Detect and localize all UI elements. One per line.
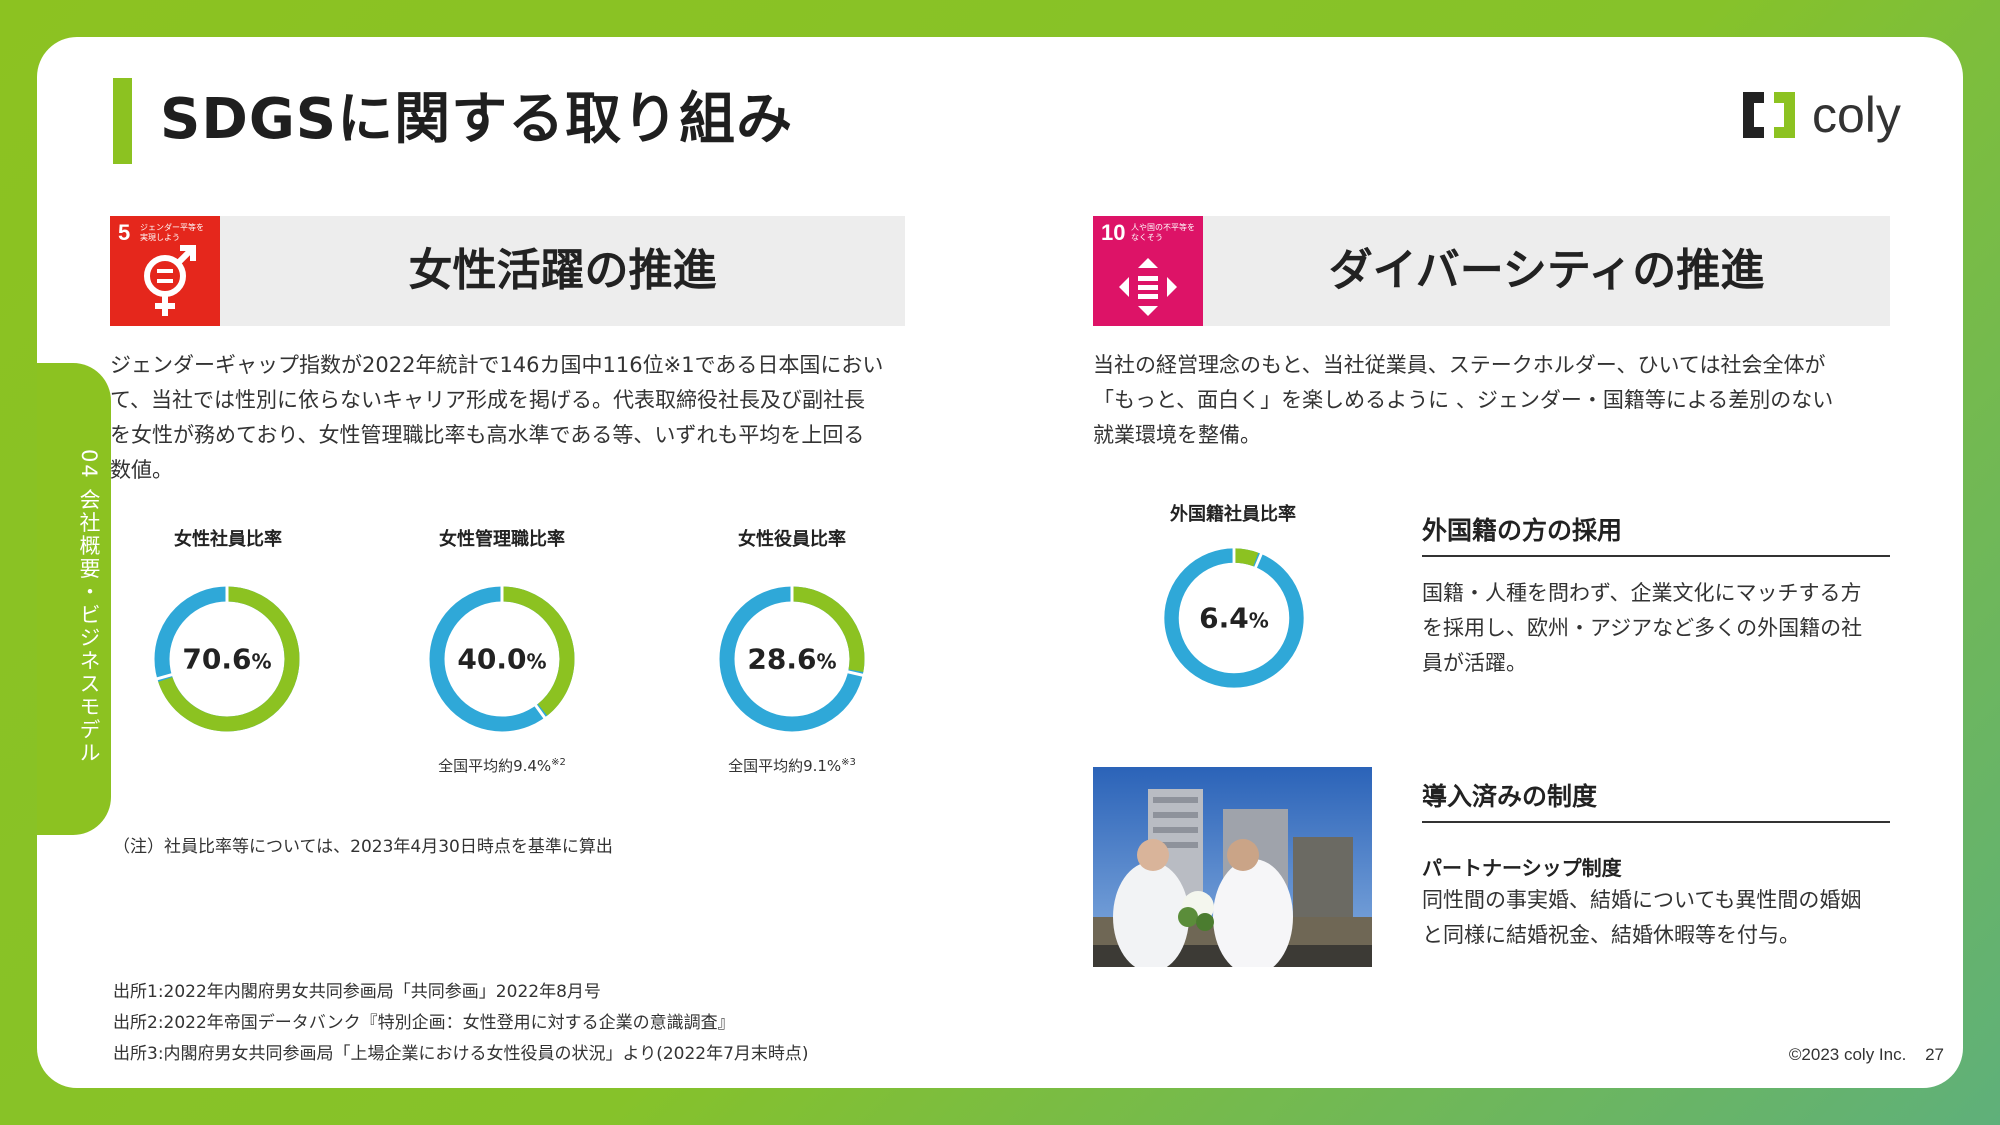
title-accent-bar (113, 78, 132, 164)
wedding-photo-image (1093, 767, 1372, 967)
donut-separator (149, 671, 180, 683)
donut-ring (149, 579, 300, 732)
gender-equality-icon (144, 245, 196, 316)
diversity-desc-line: 当社の経営理念のもと、当社従業員、ステークホルダー、ひいては社会全体が (1093, 353, 1826, 377)
avg-text: 全国平均約9.4% (438, 757, 552, 775)
sdg-caption: ジェンダー平等を実現しよう (140, 223, 204, 242)
section-header-diversity: 10 人や国の不平等をなくそう ダイバーシティの推進 (1093, 216, 1890, 326)
section-header-women: 5 ジェンダー平等を実現しよう 女性活躍の推進 (110, 216, 905, 326)
donut-value: 40.0% (425, 643, 579, 676)
donut-separator (1251, 546, 1266, 575)
foreign-hiring-description: 国籍・人種を問わず、企業文化にマッチする方 を採用し、欧州・アジアなど多くの外国… (1422, 576, 1902, 681)
source-item: 出所1:2022年内閣府男女共同参画局「共同参画」2022年8月号 (113, 982, 601, 1002)
donut-separator (840, 668, 871, 679)
women-desc-line: 数値。 (110, 458, 173, 482)
donut-value: 28.6% (715, 643, 869, 676)
avg-sup: ※3 (841, 757, 856, 768)
donut-value: 6.4% (1160, 602, 1308, 635)
women-desc-line: ジェンダーギャップ指数が2022年統計で146カ国中116位※1である日本国にお… (110, 353, 884, 377)
donut-separator (530, 698, 551, 725)
value-number: 70.6 (182, 642, 252, 676)
diversity-desc-line: 「もっと、面白く」を楽しめるように 、ジェンダー・国籍等による差別のない (1093, 388, 1834, 412)
value-number: 28.6 (747, 642, 817, 676)
donut-female-employees: 70.6% (149, 579, 304, 736)
stat-label-female-executives: 女性役員比率 (738, 529, 846, 550)
donut-ring (1164, 541, 1304, 688)
source-item: 出所2:2022年帝国データバンク『特別企画：女性登用に対する企業の意識調査』 (113, 1013, 735, 1033)
footer: ©2023 coly Inc. 27 (1789, 1045, 1944, 1065)
donut-ring (719, 579, 871, 732)
value-number: 6.4 (1199, 601, 1249, 635)
donut-ring (429, 579, 575, 732)
sdg-5-icon: 5 ジェンダー平等を実現しよう (110, 216, 220, 326)
avg-sup: ※2 (551, 757, 566, 768)
national-average-managers: 全国平均約9.4%※2 (412, 755, 592, 776)
coly-logo: coly (1740, 86, 1901, 144)
value-number: 40.0 (457, 642, 527, 676)
coly-logo-icon (1743, 92, 1795, 138)
slide-card: 04 会社概要・ビジネスモデル (37, 37, 1963, 1088)
value-unit: % (816, 649, 837, 674)
wedding-photo (1093, 767, 1372, 967)
stat-label-female-employees: 女性社員比率 (174, 529, 282, 550)
section-title-women: 女性活躍の推進 (408, 245, 717, 296)
sources-list: 出所1:2022年内閣府男女共同参画局「共同参画」2022年8月号 出所2:20… (113, 977, 809, 1070)
partnership-system-title: パートナーシップ制度 (1422, 856, 1622, 880)
sdg-number: 10 (1101, 220, 1126, 245)
sdg-10-icon: 10 人や国の不平等をなくそう (1093, 216, 1203, 326)
foreign-hiring-heading: 外国籍の方の採用 (1422, 511, 1890, 557)
source-item: 出所3:内閣府男女共同参画局「上場企業における女性役員の状況」より(2022年7… (113, 1044, 809, 1064)
hiring-desc-line: を採用し、欧州・アジアなど多くの外国籍の社 (1422, 616, 1863, 640)
donut-value: 70.6% (150, 643, 304, 676)
partnership-desc-line: 同性間の事実婚、結婚についても異性間の婚姻 (1422, 888, 1862, 912)
diversity-description: 当社の経営理念のもと、当社従業員、ステークホルダー、ひいては社会全体が 「もっと… (1093, 348, 1913, 453)
logo-text: coly (1812, 87, 1901, 143)
women-desc-line: を女性が務めており、女性管理職比率も高水準である等、いずれも平均を上回る (110, 423, 865, 447)
ratio-footnote: （注）社員比率等については、2023年4月30日時点を基準に算出 (113, 837, 613, 857)
stat-label-foreign-employees: 外国籍社員比率 (1170, 504, 1296, 525)
value-unit: % (1248, 608, 1269, 633)
partnership-desc-line: と同様に結婚祝金、結婚休暇等を付与。 (1422, 923, 1800, 947)
donut-female-managers: 40.0% (425, 579, 579, 736)
reduced-inequalities-icon (1119, 258, 1177, 316)
hiring-desc-line: 国籍・人種を問わず、企業文化にマッチする方 (1422, 581, 1862, 605)
value-unit: % (251, 649, 272, 674)
stat-label-female-managers: 女性管理職比率 (439, 529, 565, 550)
women-description: ジェンダーギャップ指数が2022年統計で146カ国中116位※1である日本国にお… (110, 348, 930, 488)
sdg-number: 5 (118, 220, 131, 245)
partnership-description: 同性間の事実婚、結婚についても異性間の婚姻 と同様に結婚祝金、結婚休暇等を付与。 (1422, 883, 1902, 953)
diversity-desc-line: 就業環境を整備。 (1093, 423, 1261, 447)
systems-heading: 導入済みの制度 (1422, 777, 1890, 823)
page-number: 27 (1925, 1045, 1944, 1064)
page-title: SDGSに関する取り組み (160, 87, 794, 152)
avg-text: 全国平均約9.1% (728, 757, 842, 775)
women-desc-line: て、当社では性別に依らないキャリア形成を掲げる。代表取締役社長及び副社長 (110, 388, 865, 412)
donut-foreign-employees: 6.4% (1160, 541, 1308, 692)
national-average-executives: 全国平均約9.1%※3 (702, 755, 882, 776)
section-side-tab[interactable] (37, 363, 111, 835)
hiring-desc-line: 員が活躍。 (1422, 651, 1527, 675)
section-title-diversity: ダイバーシティの推進 (1328, 245, 1765, 296)
value-unit: % (526, 649, 547, 674)
side-tab-label: 04 会社概要・ビジネスモデル (77, 449, 101, 765)
donut-female-executives: 28.6% (715, 579, 871, 736)
sdg-caption: 人や国の不平等をなくそう (1131, 223, 1195, 242)
copyright: ©2023 coly Inc. (1788, 1045, 1907, 1064)
